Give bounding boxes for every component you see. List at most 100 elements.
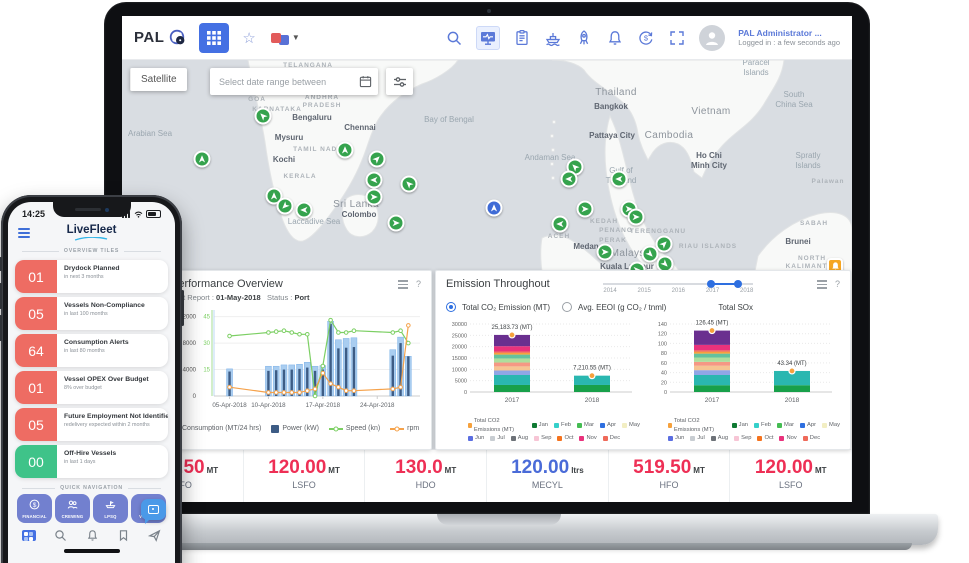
- home-indicator[interactable]: [63, 549, 120, 553]
- module-switcher[interactable]: ▼: [270, 30, 300, 45]
- performance-chart[interactable]: 0 4000 8000 12000 15 30 45 05-Apr-2018 10-Apr-20…: [168, 302, 424, 424]
- sox-chart[interactable]: 0 20 40 60 80 100 120 140 126.45 (MT) 2017 43.34 (…: [640, 312, 840, 412]
- legend-item[interactable]: Consumption (MT/24 hrs): [171, 424, 261, 433]
- user-info[interactable]: PAL Administrator ... Logged in : a few …: [738, 28, 840, 47]
- hamburger-menu-icon[interactable]: [18, 226, 30, 240]
- vessel-marker-icon[interactable]: [193, 150, 211, 168]
- legend-item[interactable]: Oct: [757, 434, 773, 443]
- legend-item[interactable]: Jan: [531, 417, 548, 434]
- search-icon[interactable]: [54, 529, 67, 542]
- quicknav-lpsq-button[interactable]: LPSQ: [93, 494, 128, 523]
- app-mini-logo-icon[interactable]: [22, 530, 36, 541]
- legend-item[interactable]: Jan: [731, 417, 748, 434]
- legend-item[interactable]: Aug: [510, 434, 528, 443]
- map-filter-button[interactable]: [386, 68, 413, 95]
- vessel-marker-icon[interactable]: [276, 197, 294, 215]
- overview-tile[interactable]: 05 Future Employment Not Identified redeli…: [15, 408, 168, 441]
- vessel-marker-icon[interactable]: [365, 188, 383, 206]
- legend-item[interactable]: Sep: [534, 434, 551, 443]
- legend-item[interactable]: Jul: [490, 434, 505, 443]
- legend-item[interactable]: Feb: [554, 417, 571, 434]
- calendar-icon[interactable]: [359, 75, 372, 88]
- bookmark-icon[interactable]: [117, 529, 130, 542]
- year-range-slider[interactable]: 2014 2015 2016 2017 2018: [603, 278, 754, 298]
- rocket-icon[interactable]: [575, 29, 593, 47]
- vessel-marker-icon[interactable]: [655, 235, 673, 253]
- currency-sync-icon[interactable]: $: [637, 29, 655, 47]
- vessel-marker-icon[interactable]: [400, 175, 418, 193]
- avatar[interactable]: [699, 24, 726, 51]
- vessel-marker-icon[interactable]: [485, 199, 503, 217]
- vessel-marker-icon[interactable]: [641, 245, 659, 263]
- chart-menu-icon[interactable]: [397, 278, 408, 291]
- overview-tile[interactable]: 01 Vessel OPEX Over Budget 8% over budget: [15, 371, 168, 404]
- help-icon[interactable]: ?: [834, 279, 840, 290]
- legend-item[interactable]: Feb: [754, 417, 771, 434]
- legend-item[interactable]: Power (kW): [271, 424, 319, 433]
- legend-item[interactable]: rpm: [390, 425, 419, 432]
- send-icon[interactable]: [148, 529, 161, 542]
- overview-tile[interactable]: 64 Consumption Alerts in last 80 months: [15, 334, 168, 367]
- vessel-marker-icon[interactable]: [254, 107, 272, 125]
- apps-grid-button[interactable]: [199, 22, 230, 53]
- legend-item[interactable]: Total CO2 Emissions (MT): [468, 417, 526, 434]
- legend-item[interactable]: Aug: [710, 434, 728, 443]
- co2-radio[interactable]: [446, 302, 456, 312]
- legend-item[interactable]: Jun: [468, 434, 484, 443]
- svg-text:40: 40: [661, 371, 667, 377]
- legend-item[interactable]: Jul: [690, 434, 705, 443]
- vessel-marker-icon[interactable]: [596, 243, 614, 261]
- fullscreen-icon[interactable]: [668, 29, 686, 47]
- legend-item[interactable]: May: [622, 417, 640, 434]
- chart-menu-icon[interactable]: [816, 278, 827, 291]
- vessel-marker-icon[interactable]: [610, 170, 628, 188]
- vessel-marker-icon[interactable]: [551, 215, 569, 233]
- overview-tile[interactable]: 01 Drydock Planned in next 3 months: [15, 260, 168, 293]
- legend-item[interactable]: Apr: [800, 417, 816, 434]
- vessel-marker-icon[interactable]: [365, 171, 383, 189]
- overview-tile[interactable]: 00 Off-Hire Vessels in last 1 days: [15, 445, 168, 478]
- co2-chart[interactable]: 0 5000 10000 15000 20000 25000 30000 25,183.73 …: [440, 312, 640, 412]
- vessel-marker-icon[interactable]: [368, 150, 386, 168]
- vessel-marker-icon[interactable]: [387, 214, 405, 232]
- legend-item[interactable]: Nov: [579, 434, 597, 443]
- legend-item[interactable]: Speed (kn): [328, 425, 380, 432]
- legend-item[interactable]: May: [822, 417, 840, 434]
- satellite-button[interactable]: Satellite: [130, 68, 187, 91]
- legend-item[interactable]: Mar: [577, 417, 594, 434]
- legend-item[interactable]: Nov: [779, 434, 797, 443]
- phone-status-bar: 14:25: [8, 202, 175, 221]
- vessel-marker-icon[interactable]: [627, 208, 645, 226]
- legend-item[interactable]: Jun: [668, 434, 684, 443]
- date-range-input[interactable]: Select date range between: [210, 68, 378, 95]
- bell-icon[interactable]: [86, 529, 99, 542]
- date-range-placeholder: Select date range between: [219, 76, 327, 87]
- screenshot-bubble-icon[interactable]: [141, 499, 166, 524]
- quicknav-financial-button[interactable]: $ FINANCIAL: [17, 494, 52, 523]
- vessel-marker-icon[interactable]: [336, 141, 354, 159]
- quicknav-crewing-button[interactable]: CREWING: [55, 494, 90, 523]
- search-icon[interactable]: [445, 29, 463, 47]
- favorites-star-icon[interactable]: ☆: [242, 29, 256, 47]
- legend-item[interactable]: Dec: [602, 434, 620, 443]
- eeoi-radio[interactable]: [562, 302, 573, 312]
- vessel-marker-icon[interactable]: [295, 201, 313, 219]
- vessel-marker-icon[interactable]: [576, 200, 594, 218]
- legend-item[interactable]: Mar: [777, 417, 794, 434]
- bell-icon[interactable]: [606, 29, 624, 47]
- legend-item[interactable]: Oct: [557, 434, 573, 443]
- dashboard-monitor-button[interactable]: [476, 25, 501, 50]
- slider-handle-left[interactable]: [707, 280, 716, 288]
- emission-panel: Emission Throughout 2014 2015 2016 2017 2018…: [435, 270, 851, 450]
- ship-icon[interactable]: [544, 29, 562, 47]
- legend-item[interactable]: Sep: [734, 434, 751, 443]
- report-clipboard-icon[interactable]: [513, 29, 531, 47]
- vessel-marker-icon[interactable]: [560, 170, 578, 188]
- svg-text:24-Apr-2018: 24-Apr-2018: [360, 402, 395, 409]
- help-icon[interactable]: ?: [415, 279, 421, 290]
- legend-item[interactable]: Dec: [802, 434, 820, 443]
- legend-item[interactable]: Apr: [600, 417, 616, 434]
- overview-tile[interactable]: 05 Vessels Non-Compliance in last 100 mont…: [15, 297, 168, 330]
- legend-item[interactable]: Total CO2 Emissions (MT): [668, 417, 726, 434]
- slider-handle-right[interactable]: [734, 280, 743, 288]
